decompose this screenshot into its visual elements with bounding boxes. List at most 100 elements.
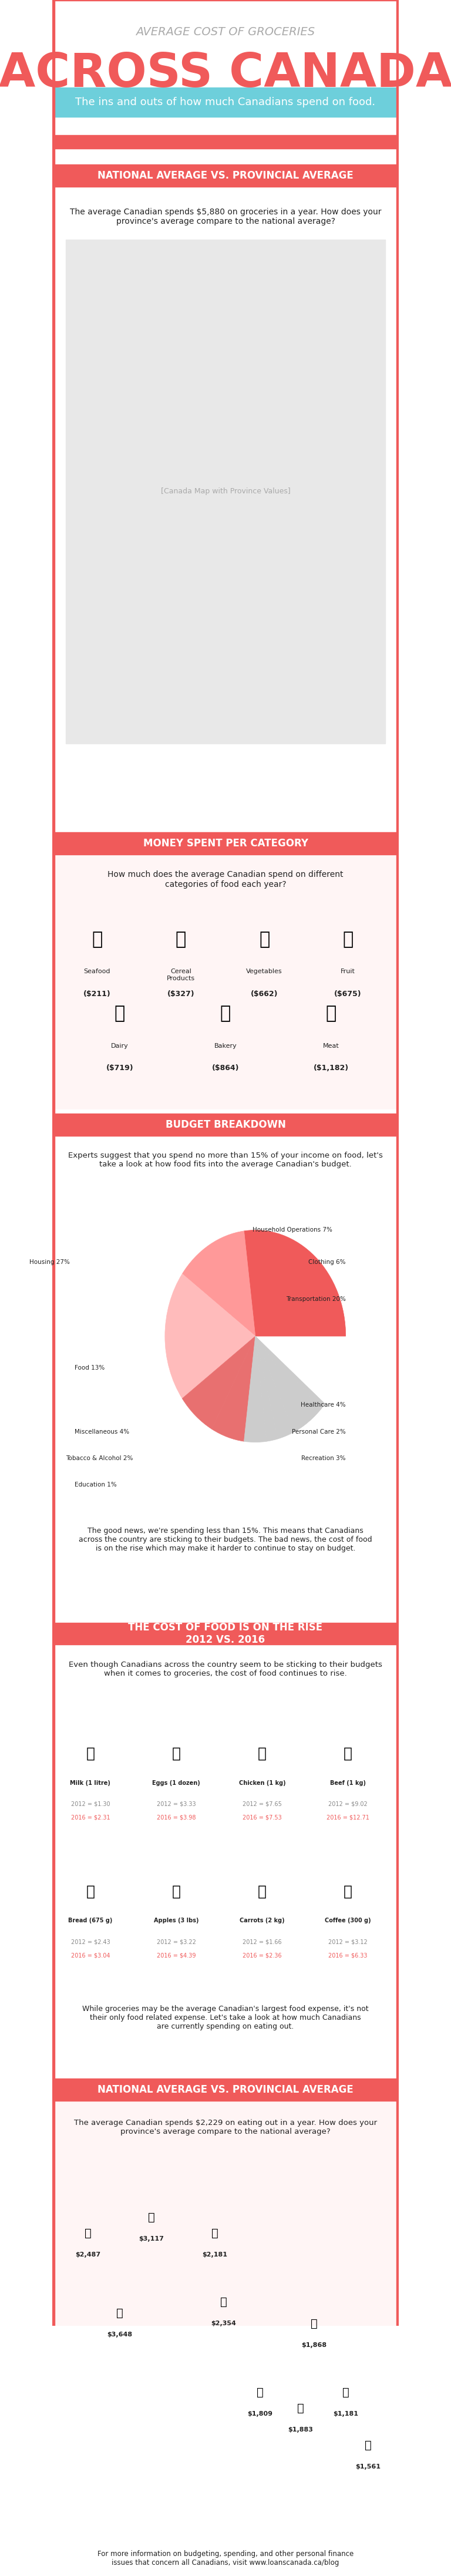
Text: Even though Canadians across the country seem to be sticking to their budgets
wh: Even though Canadians across the country… bbox=[69, 1662, 382, 1677]
Text: 2012 = $7.65: 2012 = $7.65 bbox=[243, 1801, 282, 1806]
Text: ($719): ($719) bbox=[106, 1064, 133, 1072]
Wedge shape bbox=[255, 1337, 321, 1417]
Text: 🥛: 🥛 bbox=[172, 1747, 181, 1759]
Text: Bakery: Bakery bbox=[214, 1043, 237, 1048]
Text: 2012 = $3.33: 2012 = $3.33 bbox=[156, 1801, 196, 1806]
Text: Apples (3 lbs): Apples (3 lbs) bbox=[154, 1919, 199, 1924]
Text: NATIONAL AVERAGE VS. PROVINCIAL AVERAGE: NATIONAL AVERAGE VS. PROVINCIAL AVERAGE bbox=[97, 2084, 354, 2094]
Text: 🛒: 🛒 bbox=[92, 930, 102, 948]
FancyBboxPatch shape bbox=[52, 134, 399, 149]
Text: 🥛: 🥛 bbox=[258, 1883, 267, 1899]
Text: 🍽️: 🍽️ bbox=[116, 2308, 123, 2318]
Text: $2,354: $2,354 bbox=[211, 2321, 236, 2326]
Text: The good news, we're spending less than 15%. This means that Canadians
across th: The good news, we're spending less than … bbox=[79, 1528, 372, 1553]
Text: Healthcare 4%: Healthcare 4% bbox=[301, 1401, 346, 1409]
Text: THE COST OF FOOD IS ON THE RISE
2012 VS. 2016: THE COST OF FOOD IS ON THE RISE 2012 VS.… bbox=[128, 1623, 323, 1646]
Wedge shape bbox=[255, 1337, 325, 1409]
Text: Tobacco & Alcohol 2%: Tobacco & Alcohol 2% bbox=[65, 1455, 133, 1461]
Text: Clothing 6%: Clothing 6% bbox=[308, 1260, 346, 1265]
Text: Experts suggest that you spend no more than 15% of your income on food, let's
ta: Experts suggest that you spend no more t… bbox=[68, 1151, 383, 1167]
Wedge shape bbox=[212, 1337, 255, 1443]
Text: 🍖: 🍖 bbox=[326, 1005, 336, 1023]
Text: Transportation 20%: Transportation 20% bbox=[286, 1296, 346, 1301]
Text: Cereal
Products: Cereal Products bbox=[166, 969, 195, 981]
Text: ($327): ($327) bbox=[167, 989, 194, 997]
Wedge shape bbox=[244, 1337, 267, 1443]
Text: 2012 = $9.02: 2012 = $9.02 bbox=[328, 1801, 368, 1806]
Text: The ins and outs of how much Canadians spend on food.: The ins and outs of how much Canadians s… bbox=[75, 98, 376, 108]
Text: 🍽️: 🍽️ bbox=[365, 2439, 372, 2450]
Text: Eggs (1 dozen): Eggs (1 dozen) bbox=[152, 1780, 200, 1785]
Text: The average Canadian spends $2,229 on eating out in a year. How does your
provin: The average Canadian spends $2,229 on ea… bbox=[74, 2120, 377, 2136]
Text: Personal Care 2%: Personal Care 2% bbox=[292, 1430, 346, 1435]
Text: Miscellaneous 4%: Miscellaneous 4% bbox=[74, 1430, 129, 1435]
Text: 2012 = $3.12: 2012 = $3.12 bbox=[328, 1940, 368, 1945]
Text: [Canada Map with Province Values]: [Canada Map with Province Values] bbox=[161, 487, 290, 495]
FancyBboxPatch shape bbox=[55, 1113, 396, 1618]
Text: While groceries may be the average Canadian's largest food expense, it's not
the: While groceries may be the average Canad… bbox=[83, 2004, 368, 2030]
Wedge shape bbox=[182, 1337, 255, 1430]
Text: 🍽️: 🍽️ bbox=[220, 2298, 227, 2308]
FancyBboxPatch shape bbox=[55, 832, 396, 855]
Text: $1,809: $1,809 bbox=[247, 2411, 272, 2416]
Wedge shape bbox=[255, 1337, 313, 1432]
Text: Carrots (2 kg): Carrots (2 kg) bbox=[239, 1919, 285, 1924]
Text: 🥛: 🥛 bbox=[344, 1883, 352, 1899]
Text: 2016 = $3.04: 2016 = $3.04 bbox=[71, 1953, 110, 1958]
Text: 🍽️: 🍽️ bbox=[311, 2318, 318, 2329]
Text: Recreation 3%: Recreation 3% bbox=[301, 1455, 346, 1461]
Wedge shape bbox=[255, 1337, 294, 1440]
Text: 2016 = $7.53: 2016 = $7.53 bbox=[243, 1814, 282, 1821]
Text: 2016 = $4.39: 2016 = $4.39 bbox=[156, 1953, 196, 1958]
Text: 🛒: 🛒 bbox=[175, 930, 186, 948]
Text: $1,868: $1,868 bbox=[301, 2342, 327, 2347]
Text: 🍖: 🍖 bbox=[220, 1005, 231, 1023]
Text: Housing 27%: Housing 27% bbox=[29, 1260, 70, 1265]
FancyBboxPatch shape bbox=[52, 88, 399, 116]
Wedge shape bbox=[182, 1231, 255, 1337]
Text: ($211): ($211) bbox=[83, 989, 111, 997]
Text: $3,117: $3,117 bbox=[139, 2236, 164, 2241]
Text: $2,181: $2,181 bbox=[202, 2251, 227, 2257]
Text: Milk (1 litre): Milk (1 litre) bbox=[70, 1780, 110, 1785]
Text: 🍽️: 🍽️ bbox=[256, 2388, 263, 2398]
Text: 2016 = $6.33: 2016 = $6.33 bbox=[328, 1953, 368, 1958]
Text: Beef (1 kg): Beef (1 kg) bbox=[330, 1780, 366, 1785]
Text: How much does the average Canadian spend on different
categories of food each ye: How much does the average Canadian spend… bbox=[108, 871, 343, 889]
Text: ($1,182): ($1,182) bbox=[313, 1064, 349, 1072]
Text: 2016 = $2.36: 2016 = $2.36 bbox=[243, 1953, 282, 1958]
Text: Seafood: Seafood bbox=[84, 969, 110, 974]
Text: 🥛: 🥛 bbox=[86, 1883, 95, 1899]
Text: ($675): ($675) bbox=[334, 989, 362, 997]
FancyBboxPatch shape bbox=[55, 165, 396, 827]
Text: 🍽️: 🍽️ bbox=[85, 2228, 92, 2239]
Text: $1,181: $1,181 bbox=[333, 2411, 359, 2416]
Text: Food 13%: Food 13% bbox=[74, 1365, 105, 1370]
Text: BUDGET BREAKDOWN: BUDGET BREAKDOWN bbox=[166, 1121, 285, 1131]
Text: AVERAGE COST OF GROCERIES: AVERAGE COST OF GROCERIES bbox=[136, 26, 315, 39]
Text: Vegetables: Vegetables bbox=[246, 969, 282, 974]
Text: For more information on budgeting, spending, and other personal finance
issues t: For more information on budgeting, spend… bbox=[97, 2550, 354, 2566]
Text: Dairy: Dairy bbox=[111, 1043, 129, 1048]
Text: 🛒: 🛒 bbox=[259, 930, 270, 948]
Text: NATIONAL AVERAGE VS. PROVINCIAL AVERAGE: NATIONAL AVERAGE VS. PROVINCIAL AVERAGE bbox=[97, 170, 354, 180]
Text: Bread (675 g): Bread (675 g) bbox=[68, 1919, 113, 1924]
Text: Coffee (300 g): Coffee (300 g) bbox=[325, 1919, 371, 1924]
Text: 🥛: 🥛 bbox=[258, 1747, 267, 1759]
Text: ($864): ($864) bbox=[212, 1064, 239, 1072]
Text: Meat: Meat bbox=[323, 1043, 340, 1048]
FancyBboxPatch shape bbox=[65, 240, 386, 744]
FancyBboxPatch shape bbox=[52, 0, 55, 2326]
Text: 🥛: 🥛 bbox=[172, 1883, 181, 1899]
Polygon shape bbox=[399, 88, 404, 116]
FancyBboxPatch shape bbox=[396, 0, 399, 2326]
FancyBboxPatch shape bbox=[55, 165, 396, 185]
Text: 🍽️: 🍽️ bbox=[211, 2228, 218, 2239]
Text: $2,487: $2,487 bbox=[75, 2251, 101, 2257]
FancyBboxPatch shape bbox=[55, 1623, 396, 2074]
FancyBboxPatch shape bbox=[55, 2079, 396, 2102]
Text: $3,648: $3,648 bbox=[107, 2331, 133, 2336]
Text: ($662): ($662) bbox=[251, 989, 278, 997]
FancyBboxPatch shape bbox=[55, 2079, 396, 2530]
Text: 2012 = $2.43: 2012 = $2.43 bbox=[71, 1940, 110, 1945]
